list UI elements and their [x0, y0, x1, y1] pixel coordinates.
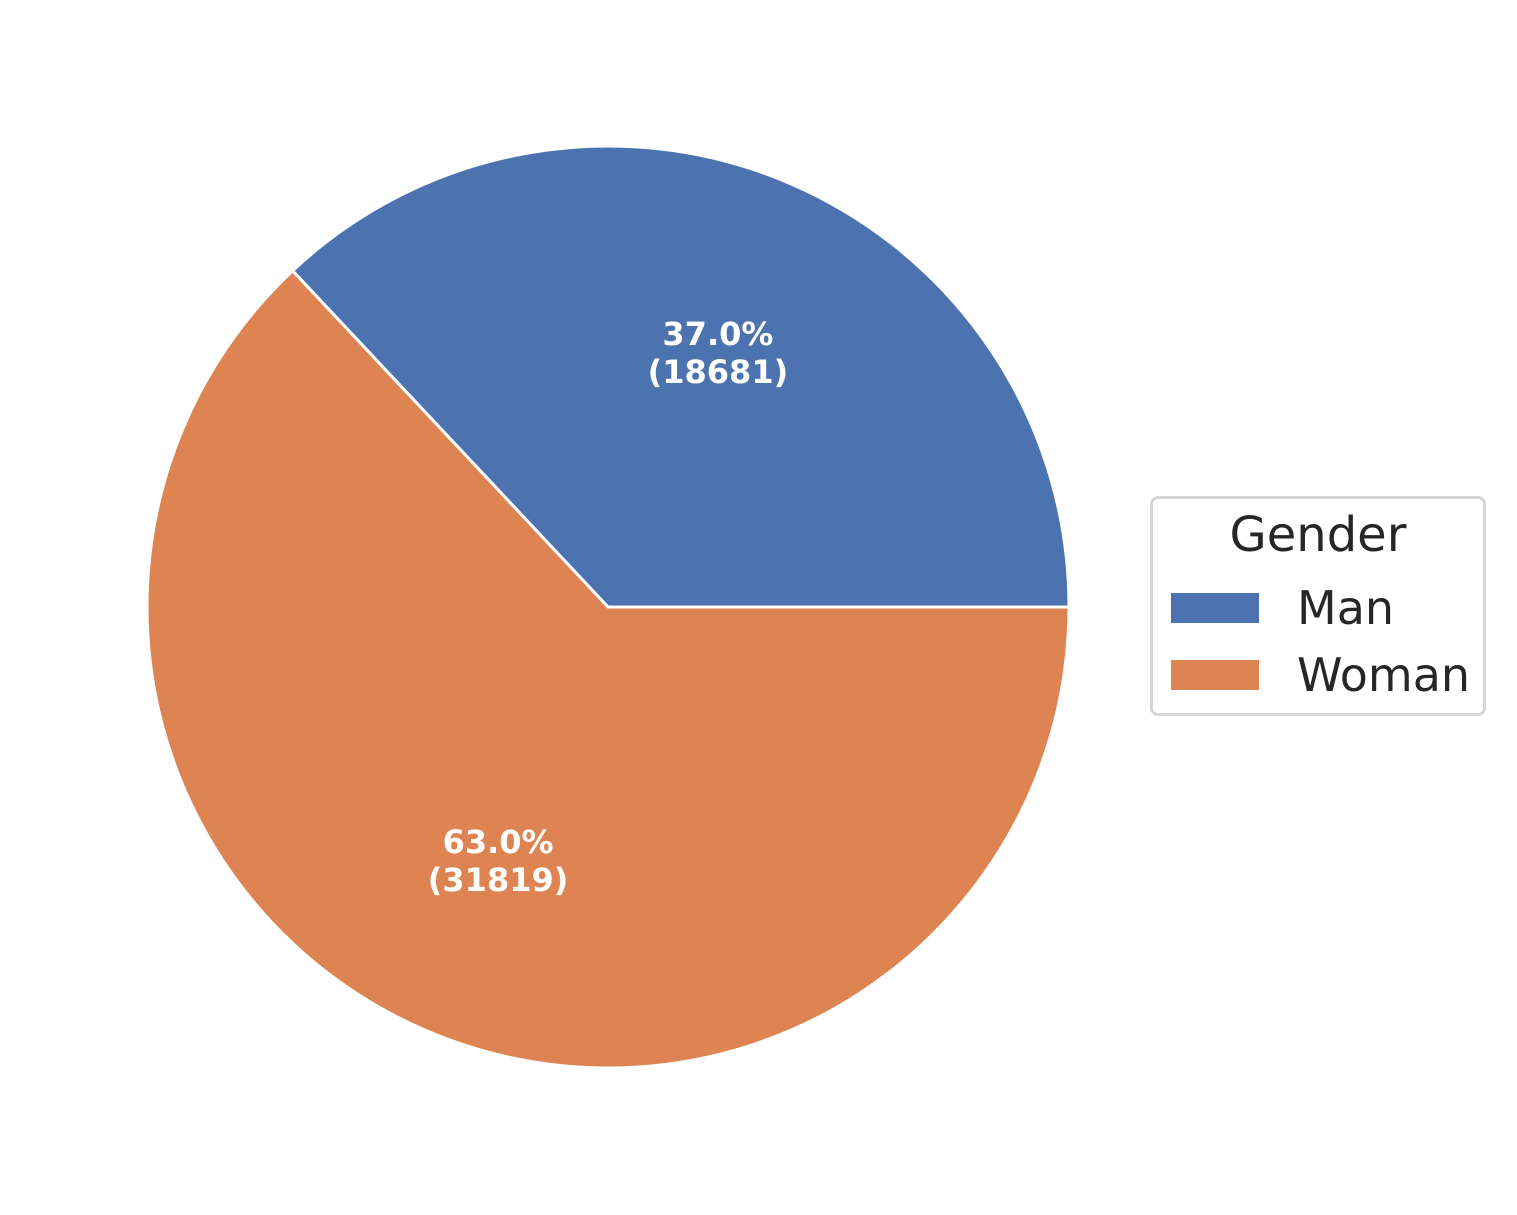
- legend-label-woman: Woman: [1297, 648, 1471, 702]
- pie-slice-labels: 37.0%(18681) 63.0%(31819): [428, 315, 788, 899]
- legend-item-man: Man: [1171, 583, 1394, 633]
- legend-item-woman: Woman: [1171, 650, 1470, 700]
- legend-label-man: Man: [1297, 581, 1395, 635]
- legend-swatch-man: [1171, 593, 1259, 623]
- legend-title: Gender: [1229, 507, 1407, 563]
- pie-slices: [145, 144, 1071, 1070]
- slice-percent-label-man: 37.0%: [662, 315, 773, 353]
- legend-swatch-woman: [1171, 660, 1259, 690]
- legend: Gender Man Woman: [1150, 496, 1486, 716]
- pie-slice-woman: [145, 269, 1071, 1070]
- slice-percent-label-woman: 63.0%: [443, 823, 554, 861]
- slice-count-label-man: (18681): [648, 353, 789, 391]
- pie-slice-man: [291, 144, 1071, 609]
- slice-count-label-woman: (31819): [428, 861, 569, 899]
